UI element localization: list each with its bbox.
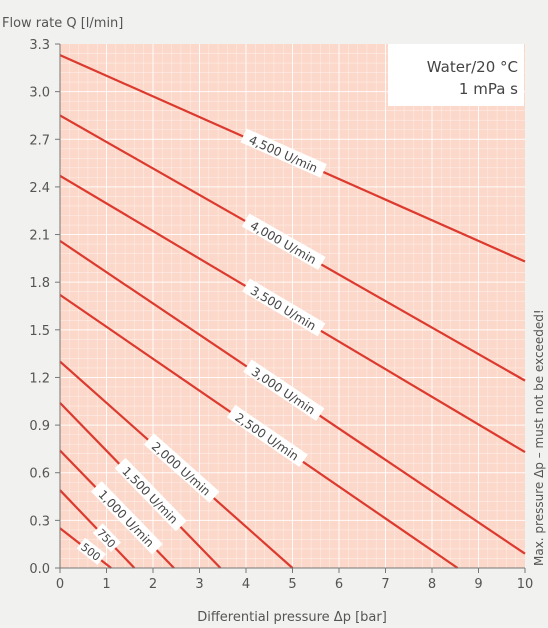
y-tick-label: 0.6 <box>29 467 50 482</box>
x-tick-label: 7 <box>381 577 389 592</box>
y-tick-label: 0.3 <box>29 514 50 529</box>
x-tick-label: 5 <box>288 577 296 592</box>
x-tick-label: 4 <box>242 577 250 592</box>
x-tick-label: 0 <box>56 577 64 592</box>
y-tick-label: 0.0 <box>29 562 50 577</box>
x-tick-label: 3 <box>195 577 203 592</box>
y-tick-label: 3.0 <box>29 86 50 101</box>
x-tick-label: 8 <box>428 577 436 592</box>
y-tick-label: 2.4 <box>29 181 50 196</box>
y-tick-label: 2.7 <box>29 133 50 148</box>
y-axis-label: Flow rate Q [l/min] <box>2 16 123 31</box>
axes: 0 1 2 3 4 5 6 7 8 9 10 0.0 0.3 0.6 0.9 1.2 1.5 1.8 2.1 2.4 2… <box>29 38 533 592</box>
right-note: Max. pressure Δp – must not be exceeded! <box>532 309 546 566</box>
y-tick-label: 2.1 <box>29 229 50 244</box>
y-tick-label: 1.2 <box>29 371 50 386</box>
y-tick-label: 0.9 <box>29 419 50 434</box>
y-tick-label: 1.8 <box>29 276 50 291</box>
x-tick-label: 9 <box>474 577 482 592</box>
y-tick-label: 3.3 <box>29 38 50 53</box>
legend-box: Water/20 °C 1 mPa s <box>388 44 524 106</box>
legend-line-1: Water/20 °C <box>427 58 518 76</box>
x-tick-label: 2 <box>149 577 157 592</box>
y-tick-label: 1.5 <box>29 324 50 339</box>
x-tick-label: 10 <box>517 577 534 592</box>
x-tick-label: 1 <box>102 577 110 592</box>
legend-line-2: 1 mPa s <box>459 80 518 98</box>
x-axis-label: Differential pressure Δp [bar] <box>197 610 387 625</box>
x-tick-label: 6 <box>335 577 343 592</box>
